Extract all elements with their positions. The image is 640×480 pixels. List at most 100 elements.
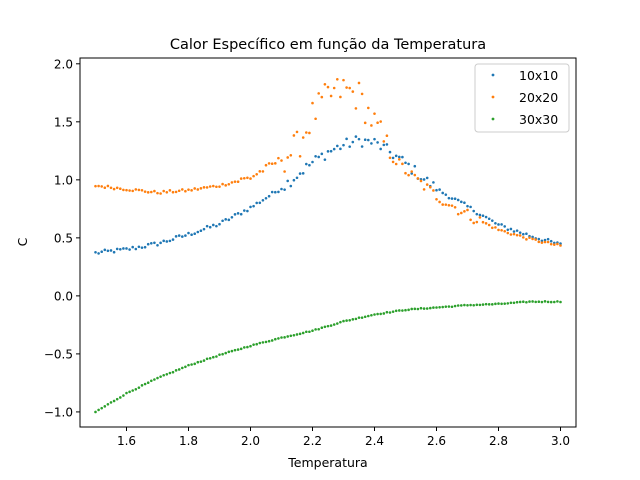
point-30x30 — [295, 333, 299, 336]
point-20x20 — [487, 223, 491, 227]
point-30x30 — [134, 387, 138, 391]
point-30x30 — [292, 333, 296, 337]
point-30x30 — [388, 311, 392, 314]
point-10x10 — [398, 155, 401, 159]
point-10x10 — [456, 198, 460, 202]
point-20x20 — [537, 240, 541, 244]
point-10x10 — [484, 215, 488, 219]
point-30x30 — [534, 300, 537, 304]
point-20x20 — [453, 205, 457, 209]
point-20x20 — [401, 162, 404, 166]
point-20x20 — [450, 204, 454, 207]
point-10x10 — [233, 213, 237, 216]
point-20x20 — [546, 240, 550, 244]
point-20x20 — [419, 179, 423, 183]
point-10x10 — [314, 155, 317, 158]
point-30x30 — [394, 309, 398, 313]
point-10x10 — [277, 190, 280, 194]
point-10x10 — [438, 188, 441, 191]
point-20x20 — [494, 226, 497, 229]
point-30x30 — [140, 384, 144, 387]
point-10x10 — [168, 239, 172, 243]
point-30x30 — [286, 335, 290, 338]
point-20x20 — [484, 222, 488, 225]
point-30x30 — [323, 325, 327, 329]
point-10x10 — [472, 209, 476, 213]
y-tick-label: 0.5 — [54, 231, 73, 245]
point-30x30 — [125, 391, 128, 395]
point-10x10 — [336, 144, 339, 148]
point-30x30 — [447, 305, 451, 308]
x-tick-label: 2.4 — [365, 434, 384, 448]
x-tick-label: 2.6 — [427, 434, 446, 448]
point-10x10 — [475, 212, 479, 216]
point-30x30 — [329, 324, 333, 327]
point-10x10 — [267, 194, 271, 198]
point-30x30 — [367, 314, 370, 318]
point-10x10 — [190, 233, 193, 236]
y-tick-label: 0.0 — [54, 289, 73, 303]
point-20x20 — [314, 117, 317, 121]
point-30x30 — [109, 401, 113, 404]
point-30x30 — [360, 316, 364, 319]
point-30x30 — [342, 319, 345, 323]
point-20x20 — [106, 184, 110, 188]
point-10x10 — [404, 161, 407, 165]
point-20x20 — [363, 121, 367, 125]
point-10x10 — [450, 197, 454, 200]
point-20x20 — [549, 242, 553, 246]
point-10x10 — [174, 235, 178, 238]
x-axis-label: Temperatura — [287, 455, 367, 470]
point-30x30 — [308, 330, 311, 334]
point-10x10 — [103, 248, 107, 252]
point-10x10 — [540, 239, 544, 243]
point-20x20 — [491, 226, 494, 230]
point-10x10 — [227, 218, 231, 222]
point-30x30 — [382, 312, 386, 315]
point-30x30 — [119, 396, 122, 399]
point-30x30 — [339, 320, 342, 324]
point-30x30 — [509, 301, 513, 305]
point-30x30 — [416, 307, 420, 311]
point-20x20 — [472, 221, 476, 225]
point-10x10 — [531, 235, 534, 239]
point-30x30 — [153, 378, 156, 381]
point-20x20 — [249, 177, 252, 180]
point-10x10 — [143, 245, 147, 249]
point-20x20 — [243, 176, 246, 180]
point-20x20 — [481, 220, 485, 224]
point-20x20 — [202, 186, 206, 189]
point-10x10 — [283, 188, 286, 191]
point-20x20 — [540, 241, 544, 244]
point-10x10 — [131, 245, 134, 249]
point-30x30 — [162, 373, 165, 377]
point-20x20 — [326, 85, 330, 89]
point-30x30 — [193, 362, 196, 366]
point-30x30 — [385, 310, 389, 314]
point-20x20 — [94, 184, 97, 188]
point-10x10 — [401, 155, 404, 159]
point-10x10 — [460, 200, 463, 204]
point-30x30 — [345, 319, 348, 322]
point-30x30 — [311, 329, 314, 333]
point-10x10 — [255, 201, 258, 205]
point-30x30 — [131, 389, 134, 392]
point-30x30 — [469, 303, 472, 307]
point-10x10 — [466, 204, 469, 208]
point-30x30 — [243, 346, 246, 349]
point-20x20 — [193, 187, 196, 190]
point-20x20 — [128, 189, 131, 192]
point-30x30 — [196, 360, 200, 364]
point-30x30 — [239, 347, 243, 351]
point-30x30 — [422, 307, 426, 310]
point-20x20 — [224, 184, 227, 187]
point-20x20 — [559, 244, 562, 247]
point-30x30 — [212, 355, 215, 359]
point-30x30 — [540, 300, 544, 304]
point-20x20 — [270, 162, 274, 166]
point-20x20 — [283, 170, 286, 173]
point-10x10 — [385, 143, 389, 146]
point-30x30 — [305, 330, 308, 334]
point-20x20 — [137, 188, 141, 192]
point-20x20 — [413, 173, 417, 177]
